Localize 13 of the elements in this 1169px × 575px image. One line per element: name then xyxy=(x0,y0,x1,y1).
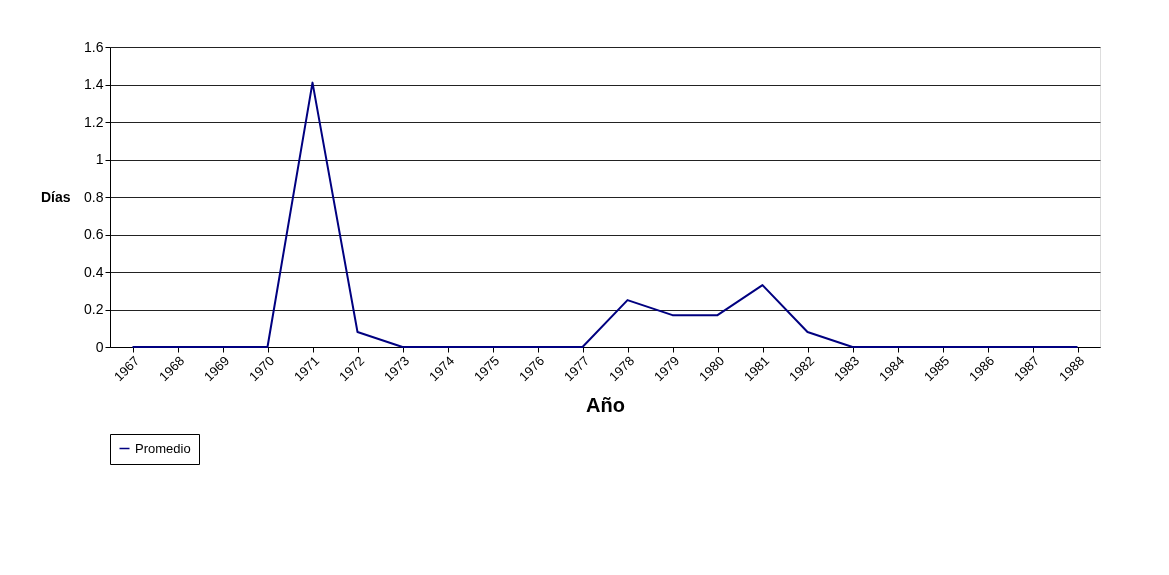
x-axis-title: Año xyxy=(586,394,625,417)
y-tick-label: 1.4 xyxy=(84,76,104,92)
y-tick-label: 0.6 xyxy=(84,226,104,242)
y-tick-label: 1.2 xyxy=(84,113,104,130)
legend-label: Promedio xyxy=(135,440,191,456)
y-tick-label: 0.2 xyxy=(84,301,104,317)
line-series xyxy=(131,81,1079,348)
y-tick-label: 1.6 xyxy=(84,38,104,55)
y-tick-label: 0.4 xyxy=(84,263,104,280)
y-axis-title: Días xyxy=(40,188,71,205)
y-tick-label: 1 xyxy=(95,151,104,167)
y-tick-label: 0 xyxy=(95,338,104,355)
y-tick-label: 0.8 xyxy=(84,188,104,205)
